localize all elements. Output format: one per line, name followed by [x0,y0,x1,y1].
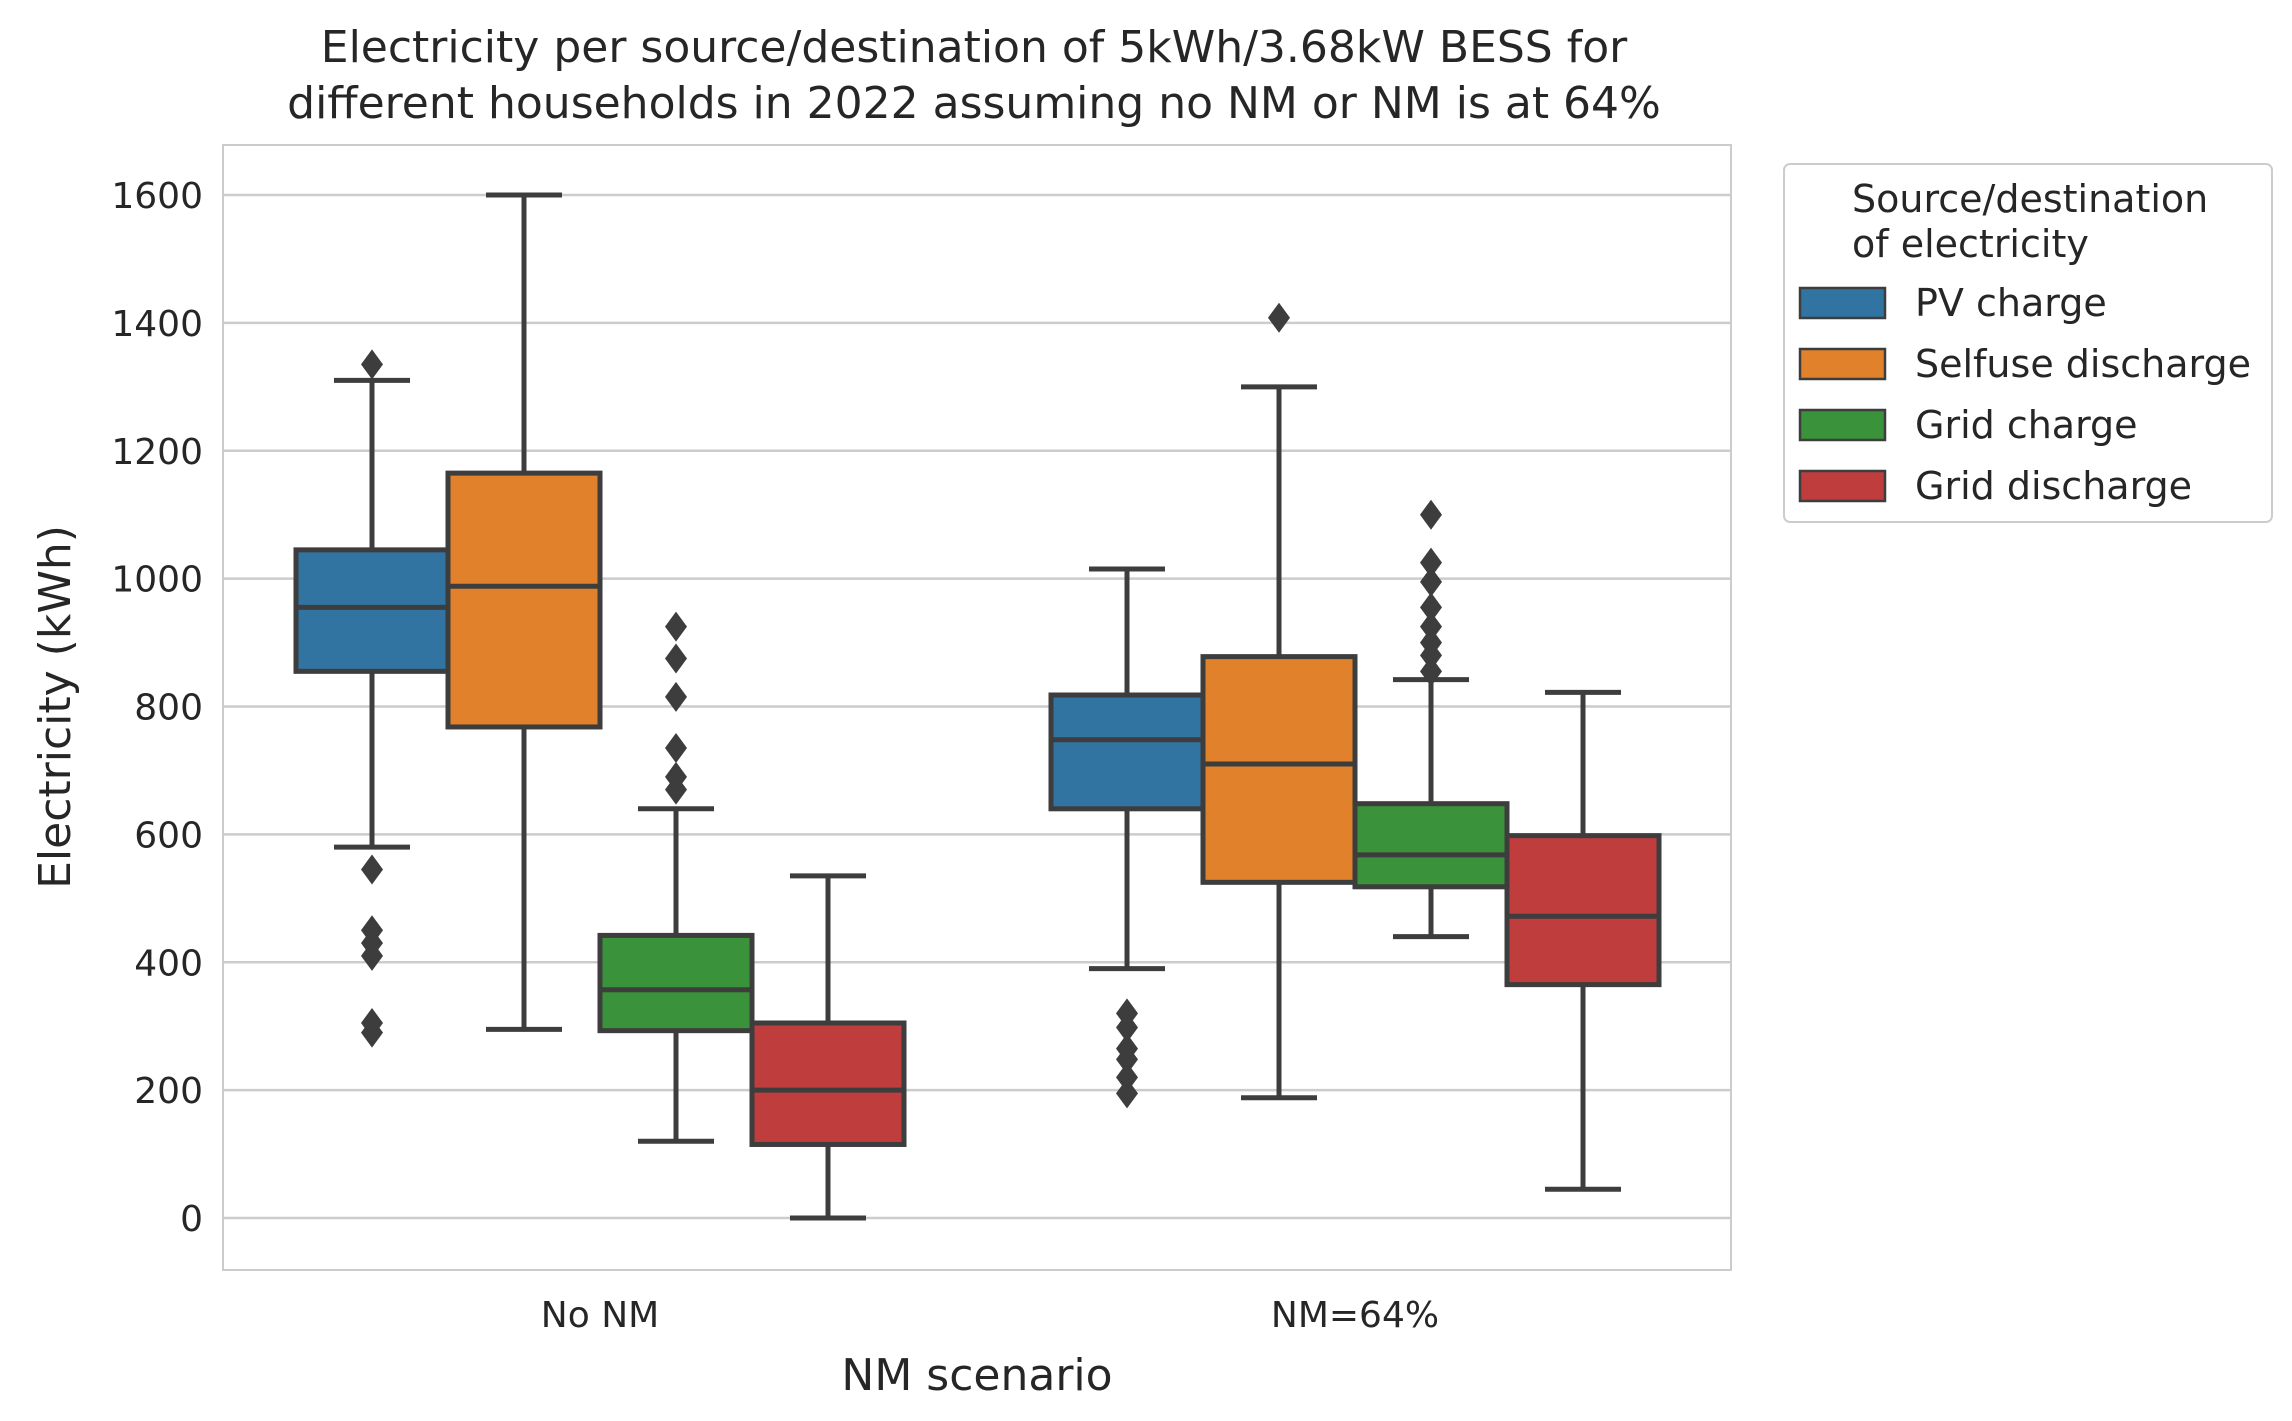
box-iqr [1504,833,1662,988]
box-iqr [597,932,755,1034]
box-iqr [749,1020,907,1147]
box-iqr [1200,654,1358,885]
outlier-point [1116,1044,1138,1075]
legend-label-3: Grid discharge [1915,464,2192,508]
outlier-point [665,733,687,764]
chart-title-line-2: different households in 2022 assuming no… [287,78,1661,129]
x-tick-label-0: No NM [541,1295,659,1336]
y-tick-label-1200: 1200 [111,432,203,473]
y-tick-labels: 0 200 400 600 800 1000 1200 1400 1600 [111,176,203,1240]
legend-title-line-2: of electricity [1852,222,2089,266]
outlier-point [361,854,383,885]
outlier-point [1420,611,1442,642]
box-pv-charge-1 [1048,566,1206,1109]
legend-items: PV charge Selfuse discharge Grid charge Gri… [1798,281,2251,508]
outlier-point [665,681,687,712]
y-tick-label-200: 200 [134,1071,203,1112]
legend-swatch-3 [1798,469,1887,503]
box-iqr [1048,692,1206,812]
legend-swatch-2 [1798,408,1887,442]
chart-title-line-1: Electricity per source/destination of 5k… [321,22,1628,73]
chart-title: Electricity per source/destination of 5k… [287,22,1661,129]
box-iqr [445,470,603,730]
outlier-point [1420,656,1442,687]
legend-label-1: Selfuse discharge [1915,342,2251,386]
legend-swatch-0 [1798,286,1887,320]
box-grid-charge-1 [1352,499,1510,940]
outlier-point [1116,1078,1138,1109]
y-tick-label-0: 0 [180,1199,203,1240]
legend-label-2: Grid charge [1915,403,2138,447]
y-axis-label: Electricity (kWh) [30,525,81,889]
outlier-point [1420,640,1442,671]
outlier-point [1116,1012,1138,1043]
y-tick-label-600: 600 [134,815,203,856]
outlier-point [361,1017,383,1048]
outlier-point [361,349,383,380]
y-tick-label-1400: 1400 [111,304,203,345]
legend-title-line-1: Source/destination [1852,177,2208,221]
box-grid-discharge-0 [749,873,907,1221]
box-pv-charge-0 [293,349,451,1048]
box-grid-charge-0 [597,611,755,1144]
x-axis-label: NM scenario [841,1350,1112,1401]
outlier-point [665,611,687,642]
outlier-point [665,774,687,805]
box-iqr [293,547,451,674]
y-tick-label-1600: 1600 [111,176,203,217]
outlier-point [361,940,383,971]
y-grid-lines [223,193,1731,1220]
outlier-point [665,643,687,674]
y-tick-label-800: 800 [134,688,203,729]
legend-swatch-1 [1798,347,1887,381]
outlier-point [1268,302,1290,333]
x-tick-labels: No NM NM=64% [541,1295,1439,1336]
legend: Source/destination of electricity PV cha… [1783,163,2273,523]
x-tick-label-1: NM=64% [1271,1295,1439,1336]
y-tick-label-1000: 1000 [111,560,203,601]
box-selfuse-discharge-0 [445,192,603,1032]
legend-frame [1783,163,2273,523]
box-iqr [1352,801,1510,890]
outlier-point [1420,592,1442,623]
y-tick-label-400: 400 [134,943,203,984]
legend-label-0: PV charge [1915,281,2107,325]
outlier-point [1116,1062,1138,1093]
outlier-point [1420,547,1442,578]
outlier-point [1420,566,1442,597]
box-grid-discharge-1 [1504,689,1662,1192]
outlier-point [1420,499,1442,530]
box-series [293,192,1662,1221]
box-selfuse-discharge-1 [1200,302,1358,1101]
